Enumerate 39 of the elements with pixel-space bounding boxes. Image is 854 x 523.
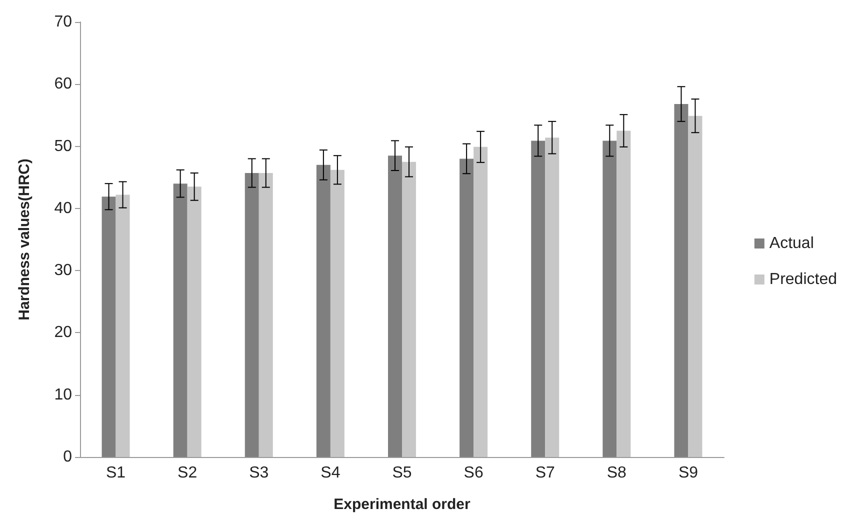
bar xyxy=(674,104,688,457)
bar xyxy=(460,158,474,457)
bar xyxy=(258,173,273,457)
bar xyxy=(330,170,344,457)
x-axis-title: Experimental order xyxy=(334,496,471,513)
bar xyxy=(244,173,259,457)
y-tick-label: 50 xyxy=(54,138,72,155)
bar xyxy=(316,164,330,457)
x-tick-label: S9 xyxy=(678,464,698,482)
x-tick-label: S7 xyxy=(535,464,555,482)
bar xyxy=(187,186,202,457)
bar xyxy=(602,140,617,457)
y-tick-label: 10 xyxy=(54,386,72,404)
bar xyxy=(116,194,130,457)
y-tick-label: 60 xyxy=(54,76,72,93)
bar xyxy=(688,116,702,457)
bar xyxy=(102,196,116,457)
y-tick-label: 70 xyxy=(54,14,72,30)
bar xyxy=(616,130,631,457)
x-tick-label: S5 xyxy=(392,464,412,482)
x-tick-label: S3 xyxy=(249,464,269,482)
y-axis-title: Hardness values(HRC) xyxy=(16,158,33,320)
bar xyxy=(173,184,188,457)
y-tick-label: 30 xyxy=(54,262,72,280)
x-tick-label: S6 xyxy=(464,464,484,482)
x-tick-label: S8 xyxy=(606,464,627,482)
legend-label: Actual xyxy=(769,235,814,252)
y-tick-label: 40 xyxy=(54,200,72,217)
legend-label: Predicted xyxy=(769,271,837,288)
bar xyxy=(402,162,416,457)
x-tick-label: S1 xyxy=(106,464,126,482)
x-tick-label: S2 xyxy=(178,464,198,482)
x-tick-label: S4 xyxy=(320,464,340,482)
bar xyxy=(388,156,402,457)
bar xyxy=(531,140,546,457)
y-tick-label: 20 xyxy=(54,324,72,342)
bar xyxy=(545,138,560,457)
y-tick-label: 0 xyxy=(63,448,72,466)
bar xyxy=(474,146,488,457)
